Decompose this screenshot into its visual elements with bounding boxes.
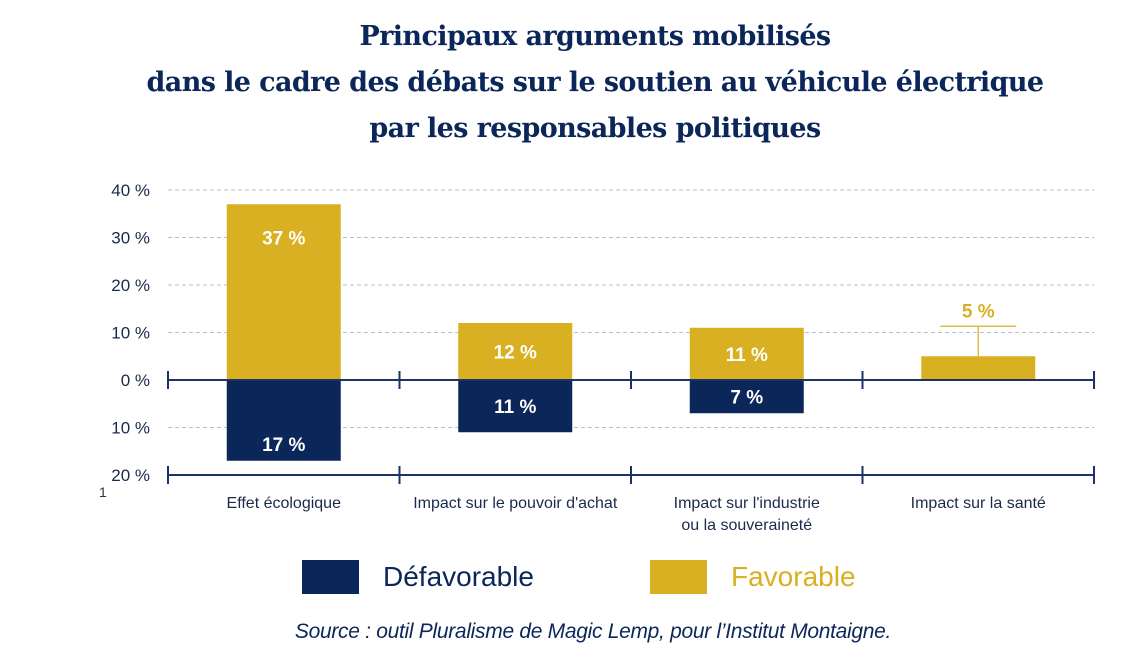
legend-item-defavorable: Défavorable [302,560,534,594]
y-axis-ticks: 40 % 30 % 20 % 10 % 0 % 10 % 20 % [111,181,150,485]
y-tick-label: 10 % [111,419,150,438]
bar-label-defavorable: 17 % [262,435,305,456]
legend-label-favorable: Favorable [731,561,856,592]
legend: Défavorable Favorable [0,560,1136,600]
legend-item-favorable: Favorable [650,560,856,594]
bar-defavorable [458,380,573,433]
category-label: Impact sur l'industrie [674,495,820,512]
category-label: Impact sur la santé [911,495,1046,512]
bar-label-defavorable: 7 % [730,388,763,409]
bar-label-favorable: 5 % [962,301,995,322]
bar-defavorable [689,380,804,414]
y-tick-label: 30 % [111,229,150,248]
bars [226,204,1036,461]
bar-label-favorable: 37 % [262,228,305,249]
bar-label-defavorable: 11 % [494,397,536,418]
y-tick-label: 40 % [111,181,150,200]
source-note: Source : outil Pluralisme de Magic Lemp,… [294,620,892,643]
bar-favorable [689,327,804,380]
legend-label-defavorable: Défavorable [383,561,534,592]
bar-favorable [458,323,573,380]
legend-swatch-favorable [650,560,707,594]
title-line-1: Principaux arguments mobilisés [359,21,831,52]
axes [167,371,1095,484]
category-labels: Effet écologique Impact sur le pouvoir d'… [227,495,1046,534]
legend-swatch-defavorable [302,560,359,594]
bar-label-favorable: 12 % [494,343,537,364]
y-tick-label: 10 % [111,324,150,343]
bar-favorable [921,356,1036,380]
title-line-2: dans le cadre des débats sur le soutien … [146,67,1045,98]
bar-favorable [226,204,341,380]
bar-labels: 37 % 17 % 12 % 11 % 11 % 7 % 5 % [262,228,1017,456]
y-tick-label: 20 % [111,276,150,295]
bar-label-favorable: 11 % [726,345,768,366]
category-label: ou la souveraineté [681,517,812,534]
page-marker: 1 [99,484,107,500]
y-tick-label: 0 % [121,371,150,390]
y-tick-label: 20 % [111,466,150,485]
category-label: Effet écologique [227,495,342,512]
bar-defavorable [226,380,341,461]
category-label: Impact sur le pouvoir d'achat [413,495,618,512]
bar-chart: 40 % 30 % 20 % 10 % 0 % 10 % 20 % 37 % 17 % 12 %… [111,181,1095,534]
chart-title: Principaux arguments mobilisés dans le c… [0,14,1136,152]
title-line-3: par les responsables politiques [369,113,821,144]
